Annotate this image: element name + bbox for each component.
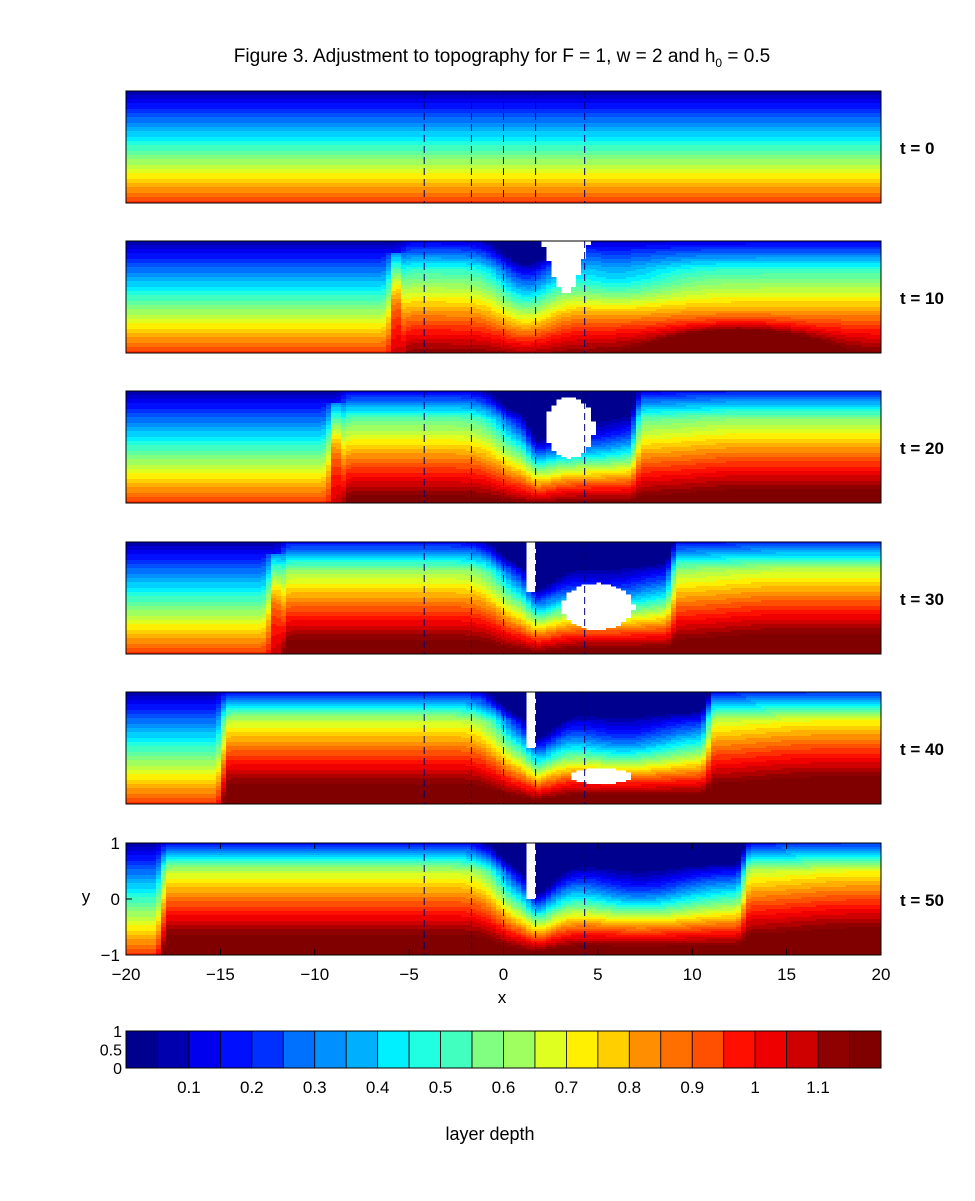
chart-title: Figure 3. Adjustment to topography for F… bbox=[234, 46, 770, 70]
contour-panels: t = 0 t = 10 t = 20 t = 30 t = 40 t = 50 bbox=[126, 91, 944, 956]
colorbar-swatch bbox=[692, 1031, 723, 1068]
colorbar-swatch bbox=[283, 1031, 314, 1068]
colorbar-swatch bbox=[441, 1031, 472, 1068]
panel-50: t = 50 bbox=[126, 843, 944, 956]
colorbar-tick-label: 0.4 bbox=[366, 1078, 390, 1097]
y-tick-label: 0 bbox=[111, 890, 120, 909]
colorbar-tick-label: 0.9 bbox=[680, 1078, 704, 1097]
colorbar-y-label: 0.5 bbox=[100, 1043, 122, 1060]
colorbar-swatch bbox=[189, 1031, 220, 1068]
panel-time-label: t = 50 bbox=[900, 891, 944, 910]
colorbar-swatch bbox=[220, 1031, 251, 1068]
colorbar-swatch bbox=[504, 1031, 535, 1068]
colorbar-y-label: 0 bbox=[113, 1061, 122, 1078]
y-axis-label: y bbox=[82, 887, 91, 906]
colorbar-swatch bbox=[409, 1031, 440, 1068]
colorbar-swatch bbox=[787, 1031, 818, 1068]
colorbar-tick-label: 0.8 bbox=[618, 1078, 642, 1097]
colorbar-swatch bbox=[378, 1031, 409, 1068]
panel-time-label: t = 20 bbox=[900, 439, 944, 458]
colorbar-swatch bbox=[566, 1031, 597, 1068]
colorbar-swatch bbox=[157, 1031, 188, 1068]
x-tick-label: 15 bbox=[777, 965, 796, 984]
colorbar-tick-label: 0.5 bbox=[429, 1078, 453, 1097]
panel-10: t = 10 bbox=[126, 241, 944, 354]
x-axis-label: x bbox=[498, 988, 507, 1007]
panel-30: t = 30 bbox=[126, 542, 944, 655]
x-tick-label: −10 bbox=[300, 965, 329, 984]
colorbar-tick-label: 1.1 bbox=[806, 1078, 830, 1097]
colorbar-title: layer depth bbox=[445, 1124, 534, 1144]
panel-0: t = 0 bbox=[126, 91, 935, 204]
x-tick-label: −5 bbox=[399, 965, 418, 984]
x-tick-label: 5 bbox=[593, 965, 602, 984]
y-tick-label: 1 bbox=[111, 834, 120, 853]
colorbar-tick-label: 0.7 bbox=[555, 1078, 579, 1097]
x-tick-label: 20 bbox=[872, 965, 891, 984]
x-tick-label: −15 bbox=[206, 965, 235, 984]
colorbar: 0.1 0.2 0.3 0.4 0.5 0.6 0.7 0.8 0.9 1 1.110.50laye… bbox=[100, 1024, 881, 1144]
colorbar-swatch bbox=[755, 1031, 786, 1068]
panel-time-label: t = 40 bbox=[900, 740, 944, 759]
colorbar-swatch bbox=[818, 1031, 849, 1068]
colorbar-swatch bbox=[598, 1031, 629, 1068]
colorbar-swatch bbox=[629, 1031, 660, 1068]
colorbar-swatch bbox=[252, 1031, 283, 1068]
colorbar-swatch bbox=[346, 1031, 377, 1068]
colorbar-swatch bbox=[126, 1031, 157, 1068]
colorbar-tick-label: 0.1 bbox=[177, 1078, 201, 1097]
colorbar-y-label: 1 bbox=[113, 1024, 122, 1041]
colorbar-swatch bbox=[724, 1031, 755, 1068]
colorbar-swatch bbox=[315, 1031, 346, 1068]
panel-40: t = 40 bbox=[126, 692, 944, 805]
colorbar-tick-label: 0.6 bbox=[492, 1078, 516, 1097]
colorbar-tick-label: 0.3 bbox=[303, 1078, 327, 1097]
colorbar-swatch bbox=[850, 1031, 881, 1068]
panel-time-label: t = 10 bbox=[900, 289, 944, 308]
panel-time-label: t = 30 bbox=[900, 590, 944, 609]
x-tick-label: 0 bbox=[499, 965, 508, 984]
colorbar-swatch bbox=[535, 1031, 566, 1068]
x-tick-label: 10 bbox=[683, 965, 702, 984]
colorbar-tick-label: 0.2 bbox=[240, 1078, 264, 1097]
colorbar-swatch bbox=[661, 1031, 692, 1068]
y-tick-label: −1 bbox=[101, 946, 120, 965]
panel-time-label: t = 0 bbox=[900, 139, 935, 158]
panel-20: t = 20 bbox=[126, 391, 944, 504]
colorbar-swatch bbox=[472, 1031, 503, 1068]
colorbar-tick-label: 1 bbox=[750, 1078, 759, 1097]
x-tick-label: −20 bbox=[112, 965, 141, 984]
